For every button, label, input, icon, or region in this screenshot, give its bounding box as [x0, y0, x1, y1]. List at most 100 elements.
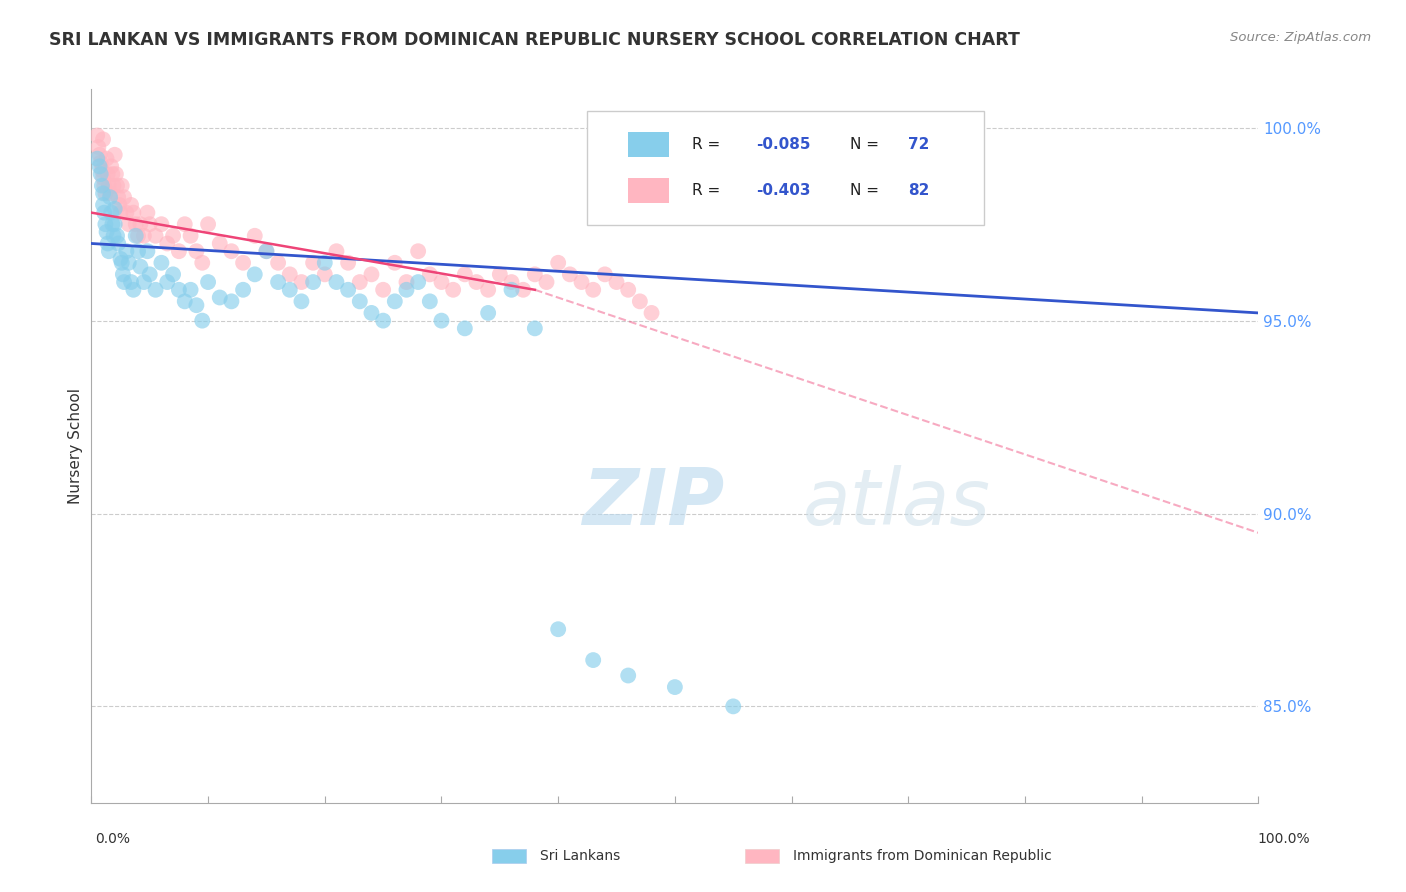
Point — [465, 275, 488, 289]
Point — [384, 256, 406, 270]
Point — [90, 178, 112, 193]
Point — [256, 244, 278, 259]
Point — [96, 152, 118, 166]
Point — [290, 294, 312, 309]
Point — [93, 205, 115, 219]
Point — [232, 256, 254, 270]
Point — [221, 294, 243, 309]
Point — [197, 275, 219, 289]
Point — [97, 236, 120, 251]
Point — [120, 198, 142, 212]
Point — [582, 653, 605, 667]
Point — [477, 283, 499, 297]
Point — [477, 306, 499, 320]
Point — [419, 294, 441, 309]
Point — [107, 190, 129, 204]
Point — [156, 236, 179, 251]
Point — [232, 283, 254, 297]
Point — [103, 178, 125, 193]
Point — [512, 283, 534, 297]
Point — [441, 283, 464, 297]
Point — [120, 275, 142, 289]
Point — [325, 244, 347, 259]
Point — [325, 275, 347, 289]
Point — [489, 268, 512, 282]
Point — [173, 294, 195, 309]
Point — [290, 275, 312, 289]
Point — [302, 275, 325, 289]
Point — [97, 167, 120, 181]
Point — [111, 256, 134, 270]
Point — [186, 244, 208, 259]
Point — [127, 228, 149, 243]
Point — [125, 228, 148, 243]
Text: ZIP: ZIP — [582, 465, 724, 541]
Point — [101, 217, 124, 231]
Point — [91, 132, 114, 146]
Text: atlas: atlas — [803, 465, 991, 541]
Point — [419, 268, 441, 282]
Point — [105, 178, 128, 193]
Point — [129, 260, 152, 274]
Point — [536, 275, 558, 289]
Point — [208, 236, 231, 251]
Point — [314, 256, 336, 270]
Point — [430, 313, 453, 327]
Point — [145, 283, 167, 297]
Point — [628, 294, 651, 309]
Point — [180, 283, 202, 297]
Point — [105, 228, 128, 243]
Point — [110, 205, 132, 219]
Point — [406, 244, 429, 259]
Point — [723, 699, 745, 714]
Point — [267, 256, 290, 270]
Point — [132, 228, 155, 243]
Point — [180, 228, 202, 243]
Point — [100, 205, 122, 219]
Point — [111, 268, 134, 282]
Point — [337, 283, 360, 297]
Point — [122, 205, 145, 219]
Point — [118, 217, 141, 231]
Point — [191, 313, 214, 327]
Text: Source: ZipAtlas.com: Source: ZipAtlas.com — [1230, 31, 1371, 45]
Text: -0.403: -0.403 — [756, 184, 811, 198]
Point — [118, 256, 141, 270]
Text: Immigrants from Dominican Republic: Immigrants from Dominican Republic — [793, 849, 1052, 863]
Point — [91, 186, 114, 201]
Point — [98, 190, 121, 204]
Point — [125, 217, 148, 231]
Text: 72: 72 — [908, 137, 929, 152]
Point — [243, 268, 266, 282]
Text: R =: R = — [692, 184, 725, 198]
Point — [156, 275, 179, 289]
Point — [349, 275, 371, 289]
Point — [91, 170, 114, 185]
Point — [86, 152, 108, 166]
Point — [91, 198, 114, 212]
Point — [523, 321, 546, 335]
Point — [337, 256, 360, 270]
Point — [162, 228, 184, 243]
Point — [221, 244, 243, 259]
Text: N =: N = — [849, 137, 884, 152]
Point — [132, 275, 155, 289]
Point — [243, 228, 266, 243]
Point — [167, 244, 190, 259]
Point — [98, 186, 121, 201]
Point — [501, 283, 523, 297]
Point — [115, 244, 138, 259]
Point — [97, 244, 120, 259]
Point — [94, 217, 117, 231]
Point — [395, 283, 418, 297]
Point — [101, 167, 124, 181]
Point — [96, 225, 118, 239]
Point — [90, 167, 112, 181]
Point — [162, 268, 184, 282]
Point — [104, 217, 127, 231]
Text: -0.085: -0.085 — [756, 137, 811, 152]
Point — [278, 283, 301, 297]
Point — [89, 159, 111, 173]
Point — [108, 198, 131, 212]
Point — [406, 275, 429, 289]
